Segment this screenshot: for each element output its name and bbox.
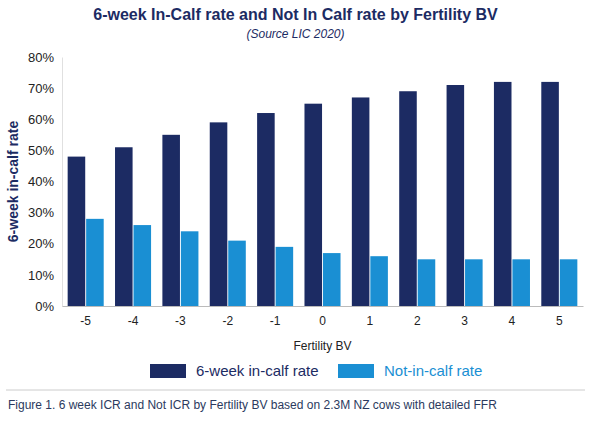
legend-item: 6-week in-calf rate xyxy=(150,362,319,379)
y-tick-label: 20% xyxy=(28,236,54,251)
title: 6-week In-Calf rate and Not In Calf rate… xyxy=(93,6,498,23)
bar xyxy=(323,253,341,306)
bar xyxy=(86,219,104,306)
x-tick-label: -2 xyxy=(222,314,233,328)
chart: 6-week In-Calf rate and Not In Calf rate… xyxy=(0,0,591,421)
x-tick: -5 xyxy=(80,306,91,328)
legend: 6-week in-calf rate Not-in-calf rate xyxy=(150,362,482,379)
bar xyxy=(68,157,86,306)
y-axis-line xyxy=(62,58,63,307)
legend-label: Not-in-calf rate xyxy=(384,362,482,379)
bar xyxy=(304,104,322,306)
y-axis: 0% 10% 20% 30% 40% 50% 60% 70% 80% xyxy=(28,50,63,314)
bar xyxy=(352,97,370,306)
legend-item: Not-in-calf rate xyxy=(338,362,482,379)
bar xyxy=(276,247,294,306)
x-tick-label: -3 xyxy=(175,314,186,328)
x-axis-title: Fertility BV xyxy=(293,339,351,353)
x-tick-label: -4 xyxy=(128,314,139,328)
bar xyxy=(541,82,559,306)
bar xyxy=(512,259,530,306)
x-tick: -3 xyxy=(175,306,186,328)
bar xyxy=(134,225,152,306)
y-tick: 60% xyxy=(28,112,62,127)
bar xyxy=(399,91,417,306)
y-tick: 10% xyxy=(28,268,62,283)
x-tick: 2 xyxy=(414,306,421,328)
bar xyxy=(115,147,133,306)
bar xyxy=(181,231,199,306)
x-tick: 3 xyxy=(461,306,468,328)
y-tick: 80% xyxy=(28,50,62,65)
y-tick: 30% xyxy=(28,205,62,220)
legend-swatch xyxy=(338,364,374,378)
y-tick-label: 40% xyxy=(28,174,54,189)
bar xyxy=(210,122,228,306)
bar xyxy=(465,259,483,306)
series xyxy=(86,219,577,306)
y-tick-label: 0% xyxy=(35,299,54,314)
y-tick-label: 50% xyxy=(28,143,54,158)
x-tick-label: 3 xyxy=(461,314,468,328)
y-tick-label: 10% xyxy=(28,268,54,283)
bar xyxy=(257,113,275,306)
x-axis-line xyxy=(63,306,584,307)
bar xyxy=(418,259,436,306)
subtitle: (Source LIC 2020) xyxy=(246,27,344,41)
y-tick: 70% xyxy=(28,81,62,96)
x-tick-label: 0 xyxy=(319,314,326,328)
x-tick: 1 xyxy=(367,306,374,328)
x-tick: 4 xyxy=(509,306,516,328)
x-tick-label: 2 xyxy=(414,314,421,328)
x-tick: 0 xyxy=(319,306,326,328)
legend-swatch xyxy=(150,364,186,378)
y-tick: 0% xyxy=(35,299,62,314)
y-tick: 20% xyxy=(28,236,62,251)
x-tick-label: 1 xyxy=(367,314,374,328)
series xyxy=(68,82,559,306)
x-tick-label: -5 xyxy=(80,314,91,328)
caption: Figure 1. 6 week ICR and Not ICR by Fert… xyxy=(8,398,497,412)
bar xyxy=(494,82,512,306)
x-tick-label: 4 xyxy=(509,314,516,328)
x-tick: -2 xyxy=(222,306,233,328)
bars xyxy=(68,82,578,306)
x-tick-label: -1 xyxy=(270,314,281,328)
bar xyxy=(560,259,578,306)
y-tick: 50% xyxy=(28,143,62,158)
bar xyxy=(162,135,180,306)
x-tick: 5 xyxy=(556,306,563,328)
y-tick: 40% xyxy=(28,174,62,189)
plot: 0% 10% 20% 30% 40% 50% 60% 70% 80% -5 -4 -3 -2 -1 0 1 2 3… xyxy=(28,50,584,328)
y-axis-title: 6-week in-calf rate xyxy=(5,121,21,243)
y-tick-label: 30% xyxy=(28,205,54,220)
y-tick-label: 60% xyxy=(28,112,54,127)
x-tick-label: 5 xyxy=(556,314,563,328)
bar xyxy=(228,241,246,306)
bar xyxy=(370,256,388,306)
separator xyxy=(6,390,585,391)
x-tick: -1 xyxy=(270,306,281,328)
x-axis: -5 -4 -3 -2 -1 0 1 2 3 4 5 xyxy=(63,306,584,328)
bar xyxy=(447,85,465,306)
y-tick-label: 70% xyxy=(28,81,54,96)
x-tick: -4 xyxy=(128,306,139,328)
y-tick-label: 80% xyxy=(28,50,54,65)
legend-label: 6-week in-calf rate xyxy=(196,362,319,379)
